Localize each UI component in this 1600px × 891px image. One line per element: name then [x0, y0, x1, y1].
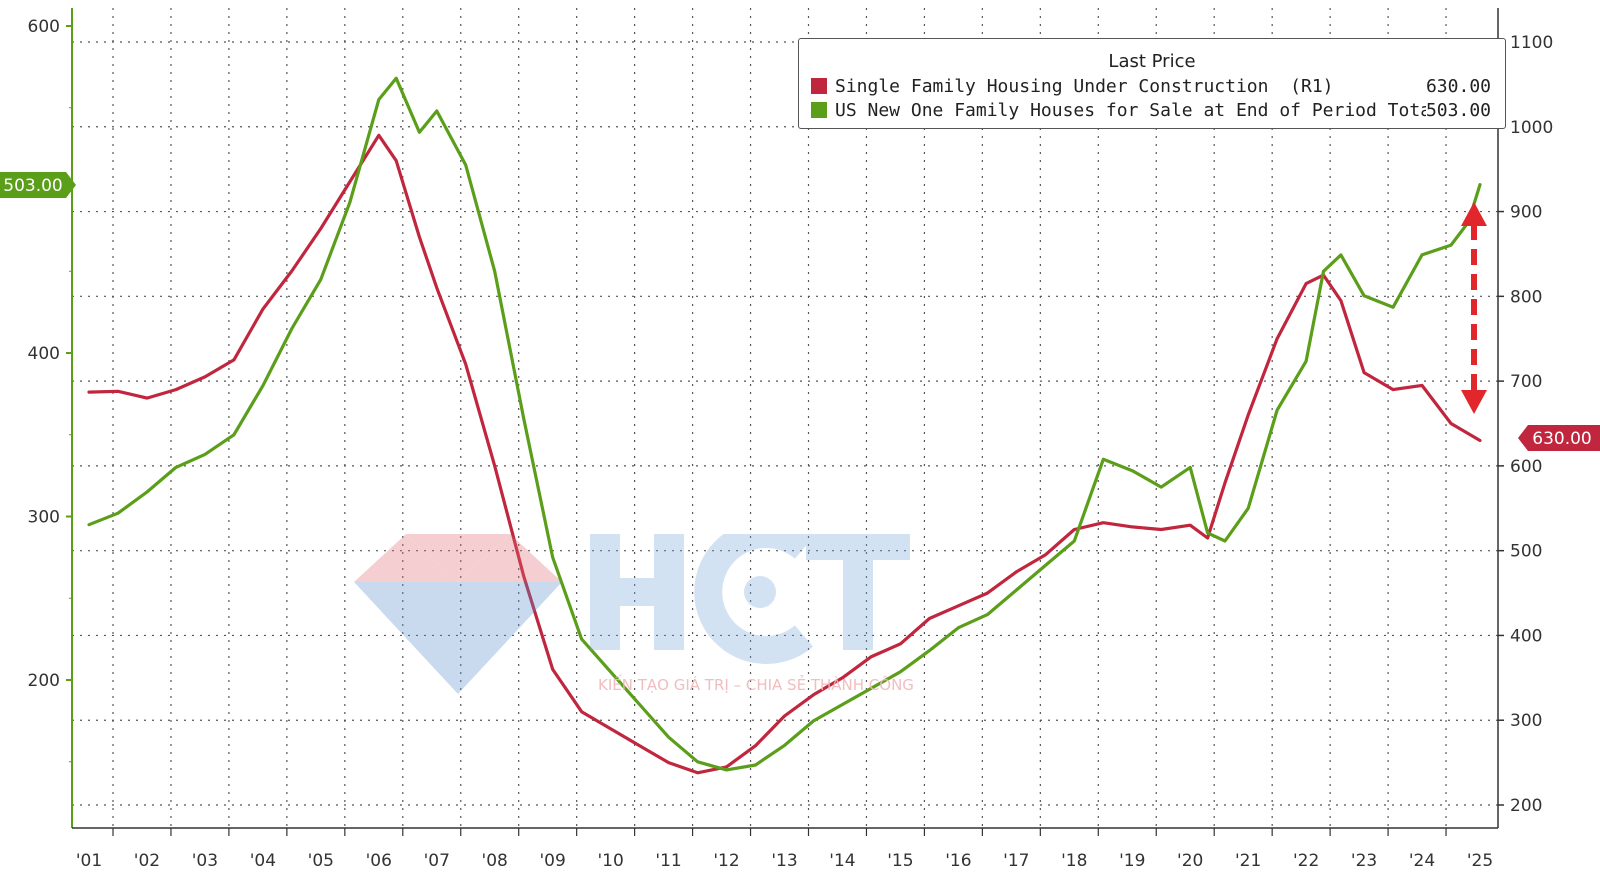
x-tick-label: '18	[1061, 851, 1087, 871]
x-tick-label: '16	[945, 851, 971, 871]
grid-lines	[72, 8, 1498, 828]
series-line-r1	[87, 133, 1482, 775]
right-tick-label: 500	[1510, 542, 1542, 562]
x-tick-label: '11	[655, 851, 681, 871]
series-lines	[87, 76, 1482, 775]
legend-row-houses-for-sale: US New One Family Houses for Sale at End…	[811, 98, 1491, 122]
right-badge-shape	[1518, 425, 1600, 451]
right-tick-label: 300	[1510, 711, 1542, 731]
left-tick-label: 600	[28, 17, 60, 37]
left-tick-label: 200	[28, 671, 60, 691]
x-tick-label: '23	[1351, 851, 1377, 871]
axes	[71, 8, 1499, 829]
gap-arrow-annotation	[1461, 202, 1487, 414]
right-axis-ticks: 200 300 400 500 600 700 800 900 1000 1100	[1498, 33, 1553, 816]
legend-series-name: Single Family Housing Under Construction…	[835, 75, 1334, 97]
legend-series-value: 630.00	[1425, 75, 1491, 97]
x-tick-label: '14	[829, 851, 855, 871]
x-tick-label: '13	[771, 851, 797, 871]
x-tick-label: '04	[250, 851, 276, 871]
watermark-tagline: KIẾN TẠO GIÁ TRỊ – CHIA SẺ THÀNH CÔNG	[598, 676, 914, 694]
x-tick-label: '01	[76, 851, 102, 871]
gap-arrow-head-up-icon	[1461, 202, 1487, 226]
right-badge-text: 630.00	[1532, 429, 1591, 449]
right-tick-label: 800	[1510, 287, 1542, 307]
x-tick-label: '25	[1467, 851, 1493, 871]
x-tick-label: '08	[482, 851, 508, 871]
right-tick-label: 600	[1510, 457, 1542, 477]
right-tick-label: 1100	[1510, 33, 1553, 53]
x-tick-label: '07	[424, 851, 450, 871]
x-tick-label: '15	[887, 851, 913, 871]
x-tick-label: '17	[1003, 851, 1029, 871]
left-badge-text: 503.00	[3, 176, 62, 196]
x-tick-label: '19	[1119, 851, 1145, 871]
x-tick-label: '24	[1409, 851, 1435, 871]
series-line-l1	[87, 76, 1482, 772]
right-tick-label: 400	[1510, 626, 1542, 646]
x-tick-label: '06	[366, 851, 392, 871]
legend: Last Price Single Family Housing Under C…	[798, 38, 1506, 129]
x-tick-label: '12	[713, 851, 739, 871]
right-tick-label: 700	[1510, 372, 1542, 392]
legend-series-value: 503.00	[1425, 99, 1491, 121]
x-axis-ticks: '01 '02 '03 '04 '05 '06 '07 '08 '09 '10 '11 '12 '13 '…	[76, 828, 1493, 871]
x-tick-label: '02	[134, 851, 160, 871]
legend-series-name: US New One Family Houses for Sale at End…	[835, 99, 1426, 121]
last-value-badges: 503.00 630.00	[0, 172, 1600, 451]
x-tick-label: '09	[540, 851, 566, 871]
x-tick-label: '22	[1293, 851, 1319, 871]
left-badge-shape	[0, 172, 76, 198]
left-tick-label: 400	[28, 344, 60, 364]
legend-row-under-construction: Single Family Housing Under Construction…	[811, 74, 1491, 98]
x-tick-label: '20	[1177, 851, 1203, 871]
x-tick-label: '21	[1235, 851, 1261, 871]
legend-swatch-green	[811, 102, 827, 118]
legend-title: Last Price	[1108, 51, 1196, 72]
legend-swatch-red	[811, 78, 827, 94]
left-tick-label: 300	[28, 508, 60, 528]
x-tick-label: '10	[597, 851, 623, 871]
x-tick-label: '03	[192, 851, 218, 871]
right-tick-label: 1000	[1510, 118, 1553, 138]
x-tick-label: '05	[308, 851, 334, 871]
right-tick-label: 200	[1510, 796, 1542, 816]
right-tick-label: 900	[1510, 203, 1542, 223]
gap-arrow-head-down-icon	[1461, 390, 1487, 414]
